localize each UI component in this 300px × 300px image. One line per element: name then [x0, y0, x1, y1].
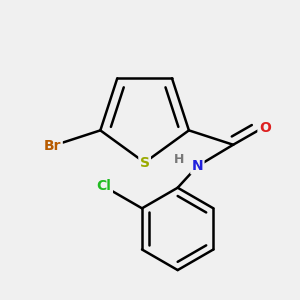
Text: Cl: Cl	[97, 179, 112, 194]
Text: S: S	[140, 155, 150, 170]
Text: N: N	[192, 159, 203, 173]
Text: O: O	[259, 121, 271, 135]
Text: Br: Br	[44, 139, 62, 153]
Text: H: H	[174, 153, 184, 166]
